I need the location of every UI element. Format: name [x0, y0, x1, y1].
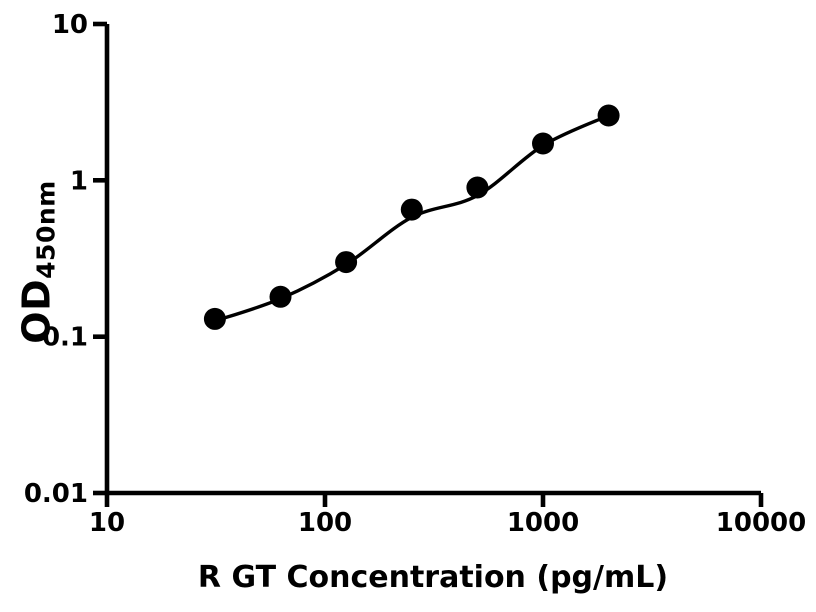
x-axis-tick-label: 10: [89, 508, 125, 538]
x-axis-title: R GT Concentration (pg/mL): [197, 560, 669, 595]
y-axis-title-main: OD: [14, 278, 59, 344]
data-point: [335, 251, 358, 274]
data-point: [466, 176, 489, 199]
y-axis-tick-label: 0.01: [24, 479, 88, 509]
y-axis-tick-label: 10: [52, 10, 88, 40]
data-point: [269, 285, 292, 308]
data-point: [597, 104, 620, 127]
axis-spine: [104, 24, 761, 496]
x-axis-tick-label: 100: [298, 508, 352, 538]
y-axis-tick-label: 0.1: [42, 323, 88, 353]
y-axis-title: OD450nm: [14, 180, 61, 344]
data-point: [532, 132, 554, 155]
data-point: [400, 198, 423, 221]
y-axis-title-subscript: 450nm: [31, 180, 61, 279]
y-axis-tick-label: 1: [70, 166, 88, 196]
data-point: [203, 307, 226, 330]
x-axis-tick-label: 1000: [507, 508, 579, 538]
x-axis-tick-label: 10000: [716, 508, 806, 538]
